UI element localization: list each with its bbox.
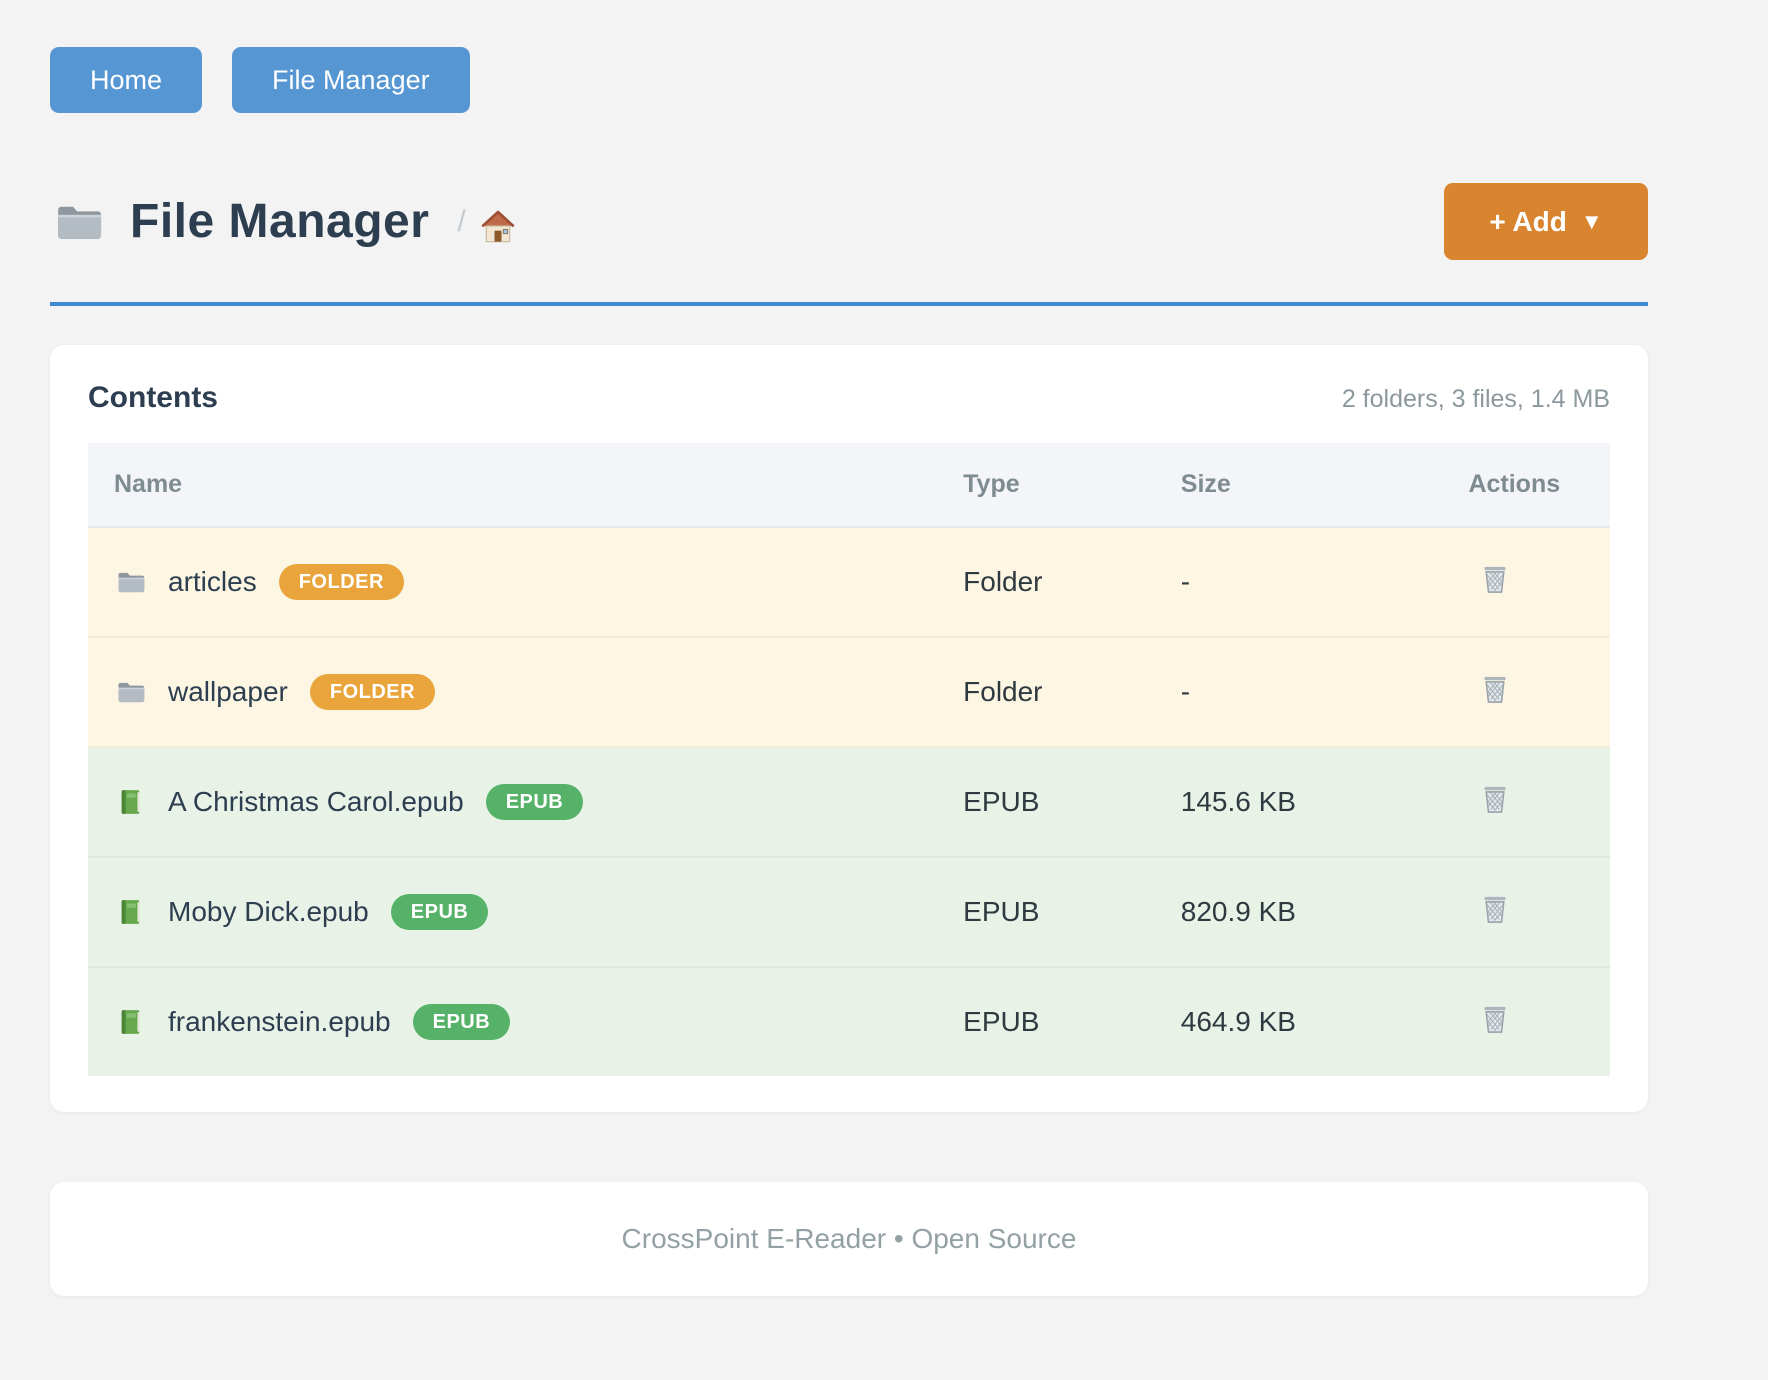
epub-badge: EPUB bbox=[485, 784, 584, 820]
file-table: Name Type Size Actions articles FOLDER F… bbox=[88, 443, 1610, 1076]
home-button[interactable]: Home bbox=[50, 47, 203, 113]
file-manager-button[interactable]: File Manager bbox=[232, 47, 470, 113]
type-cell: EPUB bbox=[963, 786, 1040, 817]
footer: CrossPoint E-Reader • Open Source bbox=[50, 1182, 1648, 1296]
breadcrumb-separator: / bbox=[457, 204, 466, 238]
contents-summary: 2 folders, 3 files, 1.4 MB bbox=[1341, 385, 1610, 413]
title-group: File Manager / bbox=[50, 194, 518, 249]
size-cell: - bbox=[1180, 566, 1191, 597]
contents-card-header: Contents 2 folders, 3 files, 1.4 MB bbox=[88, 381, 1610, 415]
breadcrumb: / bbox=[457, 197, 517, 247]
size-cell: 145.6 KB bbox=[1180, 786, 1296, 817]
column-header-size: Size bbox=[1180, 470, 1231, 498]
size-cell: 464.9 KB bbox=[1180, 1006, 1296, 1037]
file-name[interactable]: Moby Dick.epub bbox=[168, 896, 369, 927]
book-icon bbox=[121, 790, 140, 814]
home-icon[interactable] bbox=[478, 207, 518, 247]
file-name[interactable]: frankenstein.epub bbox=[168, 1006, 391, 1037]
contents-heading: Contents bbox=[88, 381, 218, 414]
contents-card: Contents 2 folders, 3 files, 1.4 MB Name… bbox=[50, 345, 1648, 1112]
table-row: frankenstein.epub EPUB EPUB 464.9 KB bbox=[88, 968, 1610, 1076]
column-header-type: Type bbox=[963, 470, 1020, 498]
page: Home File Manager File Manager / + Add ▼… bbox=[50, 0, 1648, 1296]
folder-badge: FOLDER bbox=[278, 564, 404, 600]
book-icon bbox=[121, 900, 140, 924]
size-cell: 820.9 KB bbox=[1180, 896, 1296, 927]
trash-icon[interactable] bbox=[1478, 560, 1512, 598]
folder-badge: FOLDER bbox=[309, 674, 436, 710]
folder-icon bbox=[58, 206, 102, 239]
footer-text: CrossPoint E-Reader • Open Source bbox=[621, 1223, 1077, 1254]
column-header-name: Name bbox=[114, 470, 183, 498]
page-title: File Manager bbox=[130, 195, 430, 248]
table-row: Moby Dick.epub EPUB EPUB 820.9 KB bbox=[88, 858, 1610, 968]
type-cell: EPUB bbox=[963, 1006, 1040, 1037]
trash-icon[interactable] bbox=[1478, 780, 1512, 818]
folder-icon bbox=[118, 682, 145, 703]
book-icon bbox=[121, 1010, 140, 1034]
chevron-down-icon: ▼ bbox=[1580, 208, 1603, 234]
file-name[interactable]: A Christmas Carol.epub bbox=[168, 786, 464, 817]
size-cell: - bbox=[1180, 676, 1191, 707]
table-row: A Christmas Carol.epub EPUB EPUB 145.6 K… bbox=[88, 748, 1610, 858]
epub-badge: EPUB bbox=[390, 894, 489, 930]
table-row: wallpaper FOLDER Folder - bbox=[88, 638, 1610, 748]
file-name[interactable]: articles bbox=[168, 566, 257, 597]
type-cell: EPUB bbox=[963, 896, 1040, 927]
column-header-actions: Actions bbox=[1468, 470, 1561, 498]
trash-icon[interactable] bbox=[1478, 890, 1512, 928]
epub-badge: EPUB bbox=[412, 1004, 511, 1040]
page-header: File Manager / + Add ▼ bbox=[50, 183, 1648, 260]
trash-icon[interactable] bbox=[1478, 670, 1512, 708]
type-cell: Folder bbox=[963, 566, 1043, 597]
type-cell: Folder bbox=[963, 676, 1043, 707]
file-name[interactable]: wallpaper bbox=[168, 676, 288, 707]
add-button[interactable]: + Add ▼ bbox=[1444, 183, 1648, 260]
trash-icon[interactable] bbox=[1478, 1000, 1512, 1038]
table-row: articles FOLDER Folder - bbox=[88, 528, 1610, 638]
top-nav: Home File Manager bbox=[50, 47, 1648, 113]
table-header-row: Name Type Size Actions bbox=[88, 443, 1610, 528]
add-button-label: + Add bbox=[1489, 205, 1567, 237]
header-divider bbox=[50, 302, 1648, 306]
folder-icon bbox=[118, 572, 145, 593]
